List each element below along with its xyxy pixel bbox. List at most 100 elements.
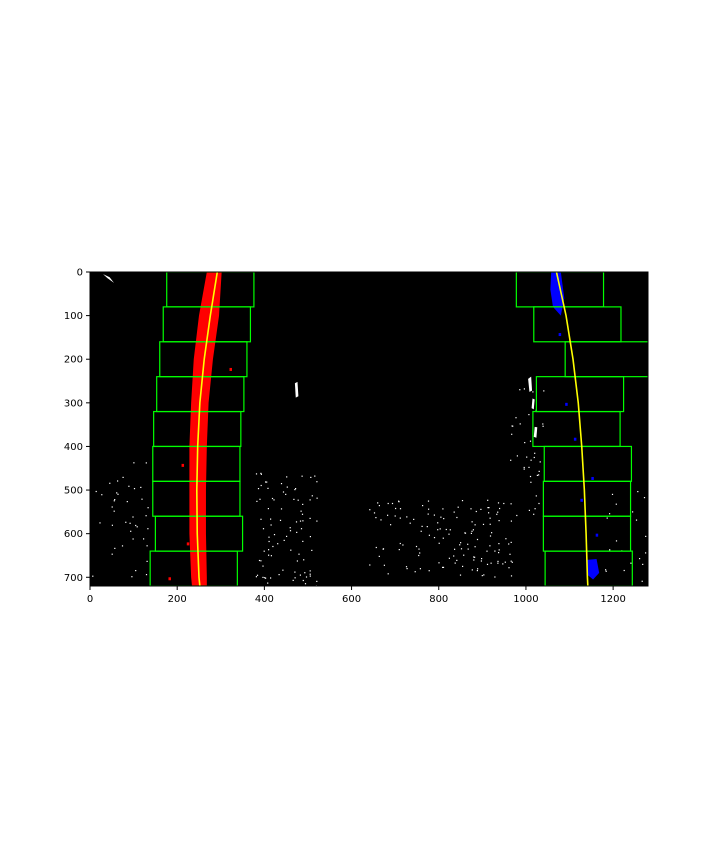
noise-speck	[538, 502, 540, 505]
noise-speck	[295, 488, 297, 490]
noise-speck	[113, 500, 115, 502]
noise-speck	[519, 423, 521, 425]
noise-speck	[129, 522, 131, 524]
noise-speck	[375, 517, 377, 519]
noise-speck	[457, 506, 459, 508]
noise-speck	[526, 456, 528, 458]
noise-speck	[143, 538, 145, 540]
noise-speck	[497, 560, 499, 562]
noise-speck	[305, 576, 308, 578]
noise-speck	[259, 498, 261, 500]
noise-speck	[498, 520, 500, 522]
noise-speck	[310, 476, 312, 478]
noise-speck	[399, 542, 401, 545]
noise-speck	[606, 517, 608, 519]
noise-speck	[289, 527, 291, 529]
noise-speck	[302, 520, 304, 522]
noise-speck	[494, 576, 496, 578]
x-tick-label: 400	[255, 594, 274, 605]
noise-speck	[130, 530, 132, 532]
plot-area	[90, 272, 648, 586]
noise-speck	[486, 550, 488, 552]
noise-speck	[464, 532, 466, 534]
noise-speck	[504, 561, 506, 563]
right-lane-fit-line	[555, 272, 589, 586]
noise-speck	[414, 571, 416, 573]
noise-speck	[487, 499, 489, 501]
noise-speck	[523, 468, 525, 470]
noise-speck	[304, 583, 307, 585]
noise-speck	[111, 506, 113, 508]
noise-speck	[439, 528, 441, 530]
noise-speck	[473, 556, 475, 558]
noise-speck	[474, 546, 476, 548]
noise-speck	[481, 575, 483, 577]
noise-speck	[498, 549, 500, 551]
noise-speck	[420, 530, 422, 532]
noise-speck	[615, 503, 617, 505]
noise-speck	[391, 502, 394, 505]
noise-speck	[286, 486, 288, 488]
noise-speck	[632, 511, 634, 513]
noise-speck	[460, 548, 463, 550]
noise-speck	[489, 535, 492, 537]
noise-speck	[445, 528, 447, 531]
y-tick-label: 400	[64, 442, 83, 453]
noise-speck	[394, 515, 396, 517]
noise-speck	[433, 537, 436, 539]
noise-speck	[467, 548, 469, 550]
noise-speck	[146, 545, 148, 547]
noise-speck	[260, 473, 262, 475]
noise-speck	[427, 500, 430, 502]
noise-speck	[437, 522, 439, 524]
noise-speck	[278, 574, 280, 576]
y-tick-label: 200	[64, 355, 83, 366]
noise-speck	[99, 522, 101, 524]
noise-speck	[528, 466, 530, 468]
noise-speck	[260, 484, 262, 487]
right-lane-fragment	[591, 476, 594, 480]
noise-speck	[387, 502, 389, 505]
noise-speck	[413, 518, 415, 520]
right-lane-fragment	[580, 498, 583, 502]
noise-speck	[301, 475, 303, 477]
noise-speck	[294, 577, 296, 579]
y-axis: 0 100 200 300 400 500 600 700	[64, 268, 90, 584]
noise-speck	[289, 530, 292, 532]
noise-speck	[422, 505, 424, 507]
noise-speck	[508, 543, 510, 545]
noise-speck	[497, 511, 499, 513]
noise-speck	[477, 568, 479, 570]
noise-speck	[415, 545, 418, 548]
noise-speck	[402, 544, 404, 546]
noise-speck	[523, 466, 525, 469]
noise-speck	[387, 514, 389, 516]
noise-speck	[131, 576, 133, 578]
noise-speck	[262, 565, 264, 567]
noise-speck	[302, 503, 304, 505]
noise-speck	[463, 554, 465, 556]
noise-speck	[294, 571, 296, 573]
noise-speck	[398, 500, 400, 502]
noise-speck	[264, 577, 266, 579]
right-lane-pixels	[586, 558, 600, 580]
noise-speck	[454, 548, 456, 550]
x-tick-label: 200	[168, 594, 187, 605]
noise-speck	[615, 540, 618, 542]
noise-speck	[145, 462, 147, 464]
noise-speck	[471, 569, 473, 571]
noise-speck	[483, 574, 485, 576]
noise-speck	[382, 548, 384, 550]
noise-speck	[133, 462, 135, 464]
noise-speck	[459, 544, 461, 546]
noise-speck	[474, 524, 476, 526]
noise-speck	[637, 491, 639, 493]
noise-speck	[377, 502, 379, 504]
noise-speck	[516, 514, 518, 517]
noise-speck	[419, 552, 421, 554]
noise-speck	[535, 495, 537, 497]
noise-speck	[279, 519, 282, 521]
noise-speck	[498, 552, 500, 554]
noise-speck	[109, 482, 111, 484]
noise-speck	[510, 459, 512, 461]
